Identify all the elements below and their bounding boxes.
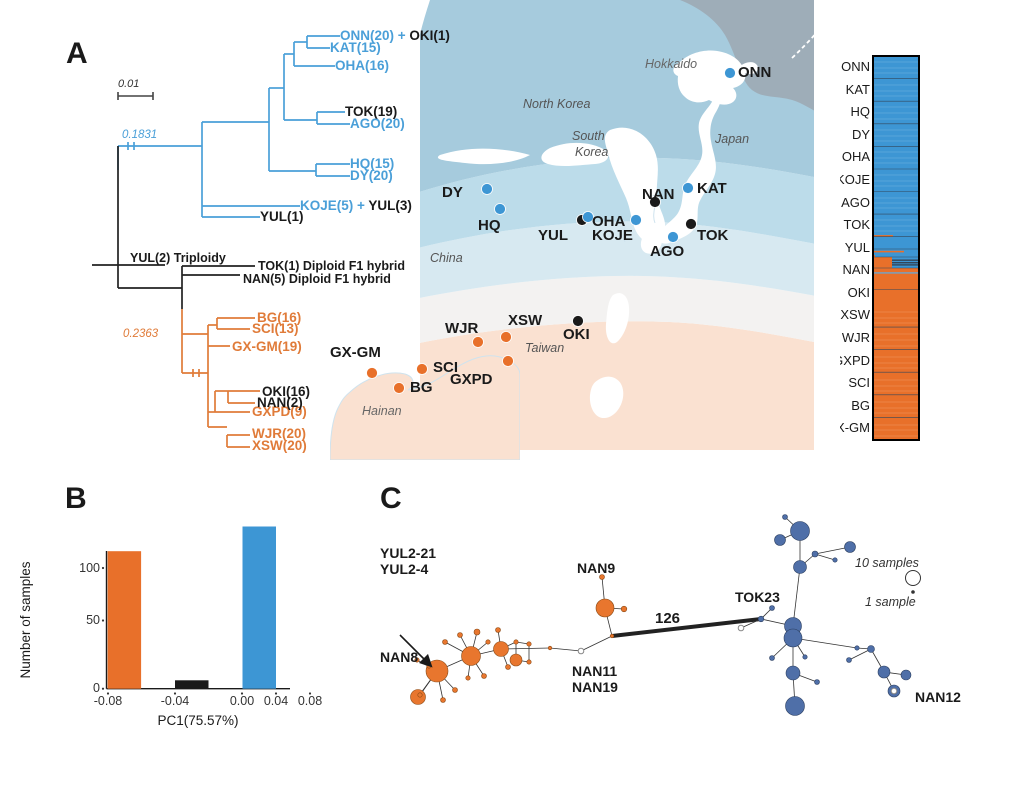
svg-text:PC1(75.57%): PC1(75.57%) [157, 713, 238, 728]
svg-text:NAN: NAN [642, 186, 675, 203]
svg-text:SCI: SCI [848, 375, 870, 390]
svg-text:XSW: XSW [508, 312, 543, 329]
svg-text:100: 100 [79, 561, 100, 575]
svg-text:AGO: AGO [841, 195, 870, 210]
svg-text:GX-GM: GX-GM [840, 420, 870, 435]
svg-text:50: 50 [86, 613, 100, 627]
svg-text:ONN: ONN [841, 59, 870, 74]
svg-text:DY: DY [852, 127, 870, 142]
svg-text:NAN12: NAN12 [915, 689, 961, 705]
svg-text:0.04: 0.04 [264, 694, 288, 708]
svg-text:KOJE: KOJE [840, 172, 870, 187]
svg-text:TOK: TOK [697, 227, 729, 244]
svg-text:BG: BG [851, 398, 870, 413]
svg-text:YUL(1): YUL(1) [260, 209, 304, 224]
svg-text:YUL2-21: YUL2-21 [380, 545, 436, 561]
svg-text:Japan: Japan [714, 132, 749, 146]
svg-text:WJR: WJR [842, 330, 870, 345]
svg-text:Taiwan: Taiwan [525, 341, 564, 355]
svg-text:YUL: YUL [538, 227, 568, 244]
svg-text:Number of samples: Number of samples [18, 561, 33, 678]
svg-text:Hokkaido: Hokkaido [645, 57, 697, 71]
svg-text:-0.04: -0.04 [161, 694, 190, 708]
svg-text:HQ: HQ [478, 217, 501, 234]
svg-text:XSW(20): XSW(20) [252, 438, 307, 453]
svg-text:DY(20): DY(20) [350, 168, 393, 183]
svg-text:OHA: OHA [842, 149, 871, 164]
svg-text:0.00: 0.00 [230, 694, 254, 708]
svg-text:OKI: OKI [563, 326, 590, 343]
svg-text:GX-GM(19): GX-GM(19) [232, 339, 302, 354]
svg-text:KOJE(5) + YUL(3): KOJE(5) + YUL(3) [300, 198, 412, 213]
svg-text:GXPD: GXPD [840, 353, 870, 368]
svg-text:10 samples: 10 samples [855, 556, 919, 570]
svg-text:YUL2-4: YUL2-4 [380, 561, 428, 577]
svg-text:OHA: OHA [592, 213, 626, 230]
svg-text:OKI: OKI [848, 285, 870, 300]
svg-text:TOK(1) Diploid F1 hybrid: TOK(1) Diploid F1 hybrid [258, 259, 405, 273]
svg-text:0.08: 0.08 [298, 694, 322, 708]
svg-text:KAT: KAT [846, 82, 870, 97]
svg-text:NAN19: NAN19 [572, 679, 618, 695]
svg-text:HQ: HQ [851, 104, 871, 119]
svg-text:TOK: TOK [844, 217, 871, 232]
svg-text:ONN: ONN [738, 64, 771, 81]
svg-text:Korea: Korea [575, 145, 608, 159]
svg-text:NAN8: NAN8 [380, 649, 418, 665]
svg-text:KAT(15): KAT(15) [330, 40, 381, 55]
svg-text:-0.08: -0.08 [94, 694, 123, 708]
svg-text:TOK23: TOK23 [735, 589, 780, 605]
svg-text:NAN(2): NAN(2) [257, 395, 303, 410]
svg-text:YUL: YUL [845, 240, 870, 255]
svg-text:1 sample: 1 sample [865, 595, 916, 609]
svg-text:NAN(5) Diploid F1 hybrid: NAN(5) Diploid F1 hybrid [243, 272, 391, 286]
svg-text:SCI(13): SCI(13) [252, 321, 299, 336]
svg-text:126: 126 [655, 610, 680, 627]
svg-text:0.1831: 0.1831 [122, 129, 157, 141]
svg-text:AGO(20): AGO(20) [350, 116, 405, 131]
svg-text:NAN11: NAN11 [572, 663, 617, 679]
svg-text:XSW: XSW [840, 307, 870, 322]
svg-text:AGO: AGO [650, 243, 685, 260]
svg-text:0.2363: 0.2363 [123, 328, 159, 340]
svg-text:South: South [572, 129, 605, 143]
svg-text:North Korea: North Korea [523, 97, 590, 111]
svg-text:NAN: NAN [843, 262, 870, 277]
svg-text:0.01: 0.01 [118, 78, 139, 90]
svg-text:NAN9: NAN9 [577, 560, 615, 576]
svg-text:0: 0 [93, 681, 100, 695]
svg-text:OHA(16): OHA(16) [335, 58, 389, 73]
svg-text:YUL(2) Triploidy: YUL(2) Triploidy [130, 251, 226, 265]
svg-text:KAT: KAT [697, 180, 727, 197]
